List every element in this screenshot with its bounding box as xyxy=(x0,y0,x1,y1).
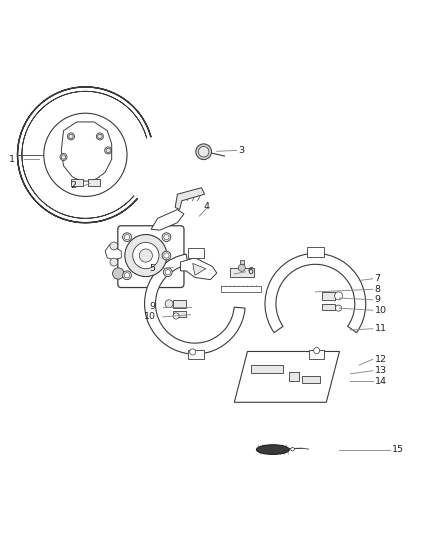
Circle shape xyxy=(123,271,131,280)
Circle shape xyxy=(106,148,110,152)
Bar xyxy=(240,260,244,264)
Polygon shape xyxy=(151,209,184,230)
Text: 9: 9 xyxy=(374,295,381,304)
Circle shape xyxy=(67,133,74,140)
Circle shape xyxy=(124,235,130,240)
Circle shape xyxy=(98,134,102,139)
Text: 5: 5 xyxy=(149,264,155,273)
Text: 6: 6 xyxy=(247,267,254,276)
Text: 3: 3 xyxy=(239,146,245,155)
Circle shape xyxy=(198,147,209,157)
Text: 15: 15 xyxy=(392,445,404,454)
Circle shape xyxy=(110,258,118,266)
Bar xyxy=(289,372,299,381)
Polygon shape xyxy=(193,263,206,275)
Text: 8: 8 xyxy=(374,285,381,294)
Circle shape xyxy=(196,144,212,159)
Circle shape xyxy=(335,292,343,300)
Circle shape xyxy=(162,233,171,241)
Bar xyxy=(173,300,186,308)
Bar xyxy=(188,248,204,258)
Text: 7: 7 xyxy=(374,274,381,283)
Circle shape xyxy=(125,235,167,277)
Bar xyxy=(88,179,100,187)
Bar xyxy=(309,350,324,359)
Circle shape xyxy=(96,133,103,140)
Circle shape xyxy=(133,243,159,269)
Wedge shape xyxy=(265,253,366,333)
Polygon shape xyxy=(61,122,112,181)
Wedge shape xyxy=(145,254,245,354)
Circle shape xyxy=(60,154,67,160)
Polygon shape xyxy=(175,188,205,209)
Circle shape xyxy=(165,300,173,308)
Polygon shape xyxy=(105,245,121,260)
Circle shape xyxy=(164,235,169,240)
Text: 10: 10 xyxy=(374,306,386,315)
Circle shape xyxy=(139,249,152,262)
Circle shape xyxy=(105,147,112,154)
Text: 11: 11 xyxy=(374,324,386,333)
Text: 14: 14 xyxy=(374,377,386,386)
Polygon shape xyxy=(234,351,339,402)
Circle shape xyxy=(123,233,131,241)
Circle shape xyxy=(173,313,179,319)
Circle shape xyxy=(164,253,169,258)
Bar xyxy=(307,247,324,257)
Bar xyxy=(221,286,261,292)
Bar xyxy=(322,292,335,300)
Circle shape xyxy=(124,273,130,278)
Circle shape xyxy=(44,113,127,197)
Text: 1: 1 xyxy=(9,155,15,164)
Circle shape xyxy=(314,348,320,354)
Ellipse shape xyxy=(257,445,290,455)
Circle shape xyxy=(61,155,66,159)
Bar xyxy=(302,376,320,383)
Circle shape xyxy=(238,264,245,271)
Circle shape xyxy=(162,251,171,260)
Polygon shape xyxy=(180,258,217,280)
Bar xyxy=(230,268,254,277)
Bar xyxy=(173,311,186,317)
Text: 10: 10 xyxy=(144,312,155,321)
Bar xyxy=(188,350,204,359)
Text: 4: 4 xyxy=(203,201,209,211)
Circle shape xyxy=(69,134,73,139)
Circle shape xyxy=(165,270,170,275)
Text: 12: 12 xyxy=(374,355,386,364)
Bar xyxy=(322,304,335,310)
Circle shape xyxy=(336,305,342,311)
Circle shape xyxy=(163,268,172,277)
Text: 2: 2 xyxy=(71,181,77,190)
Circle shape xyxy=(110,242,118,250)
Circle shape xyxy=(113,268,124,279)
Circle shape xyxy=(291,447,294,451)
Bar xyxy=(71,179,83,187)
Text: 9: 9 xyxy=(149,302,155,311)
Circle shape xyxy=(190,349,196,355)
Bar xyxy=(251,366,283,374)
FancyBboxPatch shape xyxy=(118,226,184,287)
Text: 13: 13 xyxy=(374,366,387,375)
